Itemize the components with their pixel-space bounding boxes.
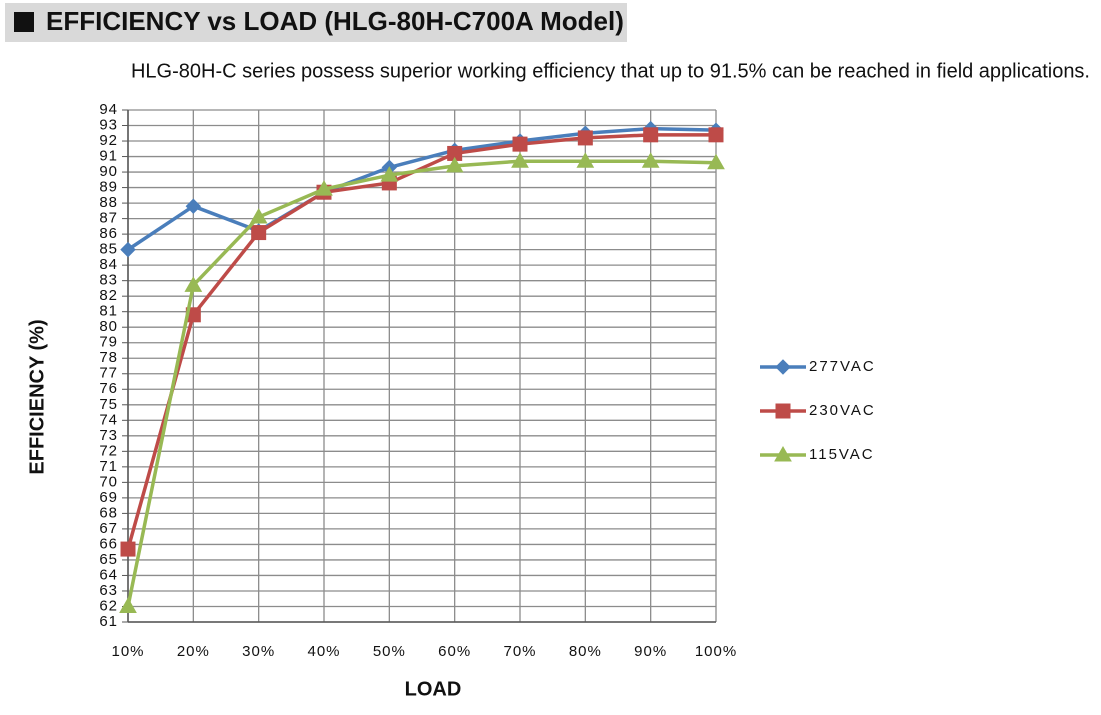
marker bbox=[708, 127, 724, 143]
y-tick-label: 85 bbox=[99, 241, 118, 258]
y-tick-label: 82 bbox=[99, 287, 118, 304]
x-tick-label: 50% bbox=[373, 643, 406, 660]
y-tick-label: 84 bbox=[99, 256, 118, 273]
y-tick-label: 94 bbox=[99, 101, 118, 118]
marker bbox=[251, 225, 267, 241]
y-tick-label: 83 bbox=[99, 272, 118, 289]
x-tick-label: 90% bbox=[634, 643, 667, 660]
y-tick-label: 75 bbox=[99, 396, 118, 413]
y-tick-label: 78 bbox=[99, 349, 118, 366]
y-tick-label: 86 bbox=[99, 225, 118, 242]
y-tick-label: 73 bbox=[99, 427, 118, 444]
x-tick-label: 60% bbox=[438, 643, 471, 660]
marker bbox=[512, 136, 528, 152]
y-tick-label: 76 bbox=[99, 380, 118, 397]
y-tick-label: 66 bbox=[99, 535, 118, 552]
chart-title: EFFICIENCY vs LOAD (HLG-80H-C700A Model) bbox=[46, 6, 624, 36]
y-tick-label: 87 bbox=[99, 210, 118, 227]
y-axis-title: EFFICIENCY (%) bbox=[26, 319, 48, 474]
y-tick-label: 89 bbox=[99, 179, 118, 196]
chart-subtitle: HLG-80H-C series possess superior workin… bbox=[131, 60, 1090, 82]
y-tick-label: 88 bbox=[99, 194, 118, 211]
x-tick-label: 80% bbox=[569, 643, 602, 660]
y-tick-label: 64 bbox=[99, 566, 118, 583]
marker bbox=[184, 276, 203, 292]
marker bbox=[249, 208, 268, 224]
y-tick-label: 91 bbox=[99, 148, 118, 165]
y-tick-label: 90 bbox=[99, 163, 118, 180]
y-tick-label: 69 bbox=[99, 489, 118, 506]
marker bbox=[380, 166, 399, 182]
marker bbox=[315, 180, 333, 196]
legend-label: 230VAC bbox=[809, 402, 876, 419]
marker bbox=[120, 241, 136, 258]
y-tick-label: 80 bbox=[99, 318, 118, 335]
legend-marker bbox=[775, 403, 791, 419]
y-tick-label: 72 bbox=[99, 442, 118, 459]
legend-marker bbox=[775, 359, 791, 375]
x-tick-label: 30% bbox=[242, 643, 275, 660]
x-tick-label: 70% bbox=[503, 643, 536, 660]
marker bbox=[120, 541, 136, 557]
series-line bbox=[127, 126, 717, 252]
legend-label: 277VAC bbox=[809, 358, 876, 375]
y-tick-label: 81 bbox=[99, 303, 118, 320]
y-tick-label: 68 bbox=[99, 504, 118, 521]
marker bbox=[185, 198, 202, 214]
y-tick-label: 65 bbox=[99, 551, 118, 568]
title-square bbox=[14, 12, 34, 32]
y-tick-label: 77 bbox=[99, 365, 118, 382]
series-line bbox=[126, 159, 717, 607]
y-tick-label: 62 bbox=[99, 597, 118, 614]
x-tick-label: 100% bbox=[695, 643, 737, 660]
x-tick-label: 40% bbox=[307, 643, 340, 660]
y-tick-label: 70 bbox=[99, 473, 118, 490]
marker bbox=[445, 156, 464, 173]
y-tick-label: 63 bbox=[99, 582, 118, 599]
marker bbox=[119, 597, 137, 613]
y-tick-label: 67 bbox=[99, 520, 118, 537]
y-tick-label: 93 bbox=[99, 116, 118, 133]
legend-label: 115VAC bbox=[809, 446, 875, 463]
x-axis-title: LOAD bbox=[405, 678, 462, 700]
x-tick-label: 20% bbox=[177, 643, 210, 660]
y-tick-label: 92 bbox=[99, 132, 118, 149]
marker bbox=[511, 152, 529, 168]
legend-marker bbox=[774, 445, 792, 462]
series-line bbox=[126, 133, 716, 550]
marker bbox=[641, 152, 660, 168]
marker bbox=[643, 127, 659, 143]
title-bar bbox=[5, 3, 627, 42]
marker bbox=[707, 153, 725, 170]
marker bbox=[576, 152, 595, 168]
y-tick-label: 79 bbox=[99, 334, 118, 351]
marker bbox=[577, 130, 593, 146]
y-tick-label: 71 bbox=[99, 458, 118, 475]
y-tick-label: 74 bbox=[99, 411, 118, 428]
y-tick-label: 61 bbox=[99, 613, 118, 630]
x-tick-label: 10% bbox=[111, 643, 144, 660]
